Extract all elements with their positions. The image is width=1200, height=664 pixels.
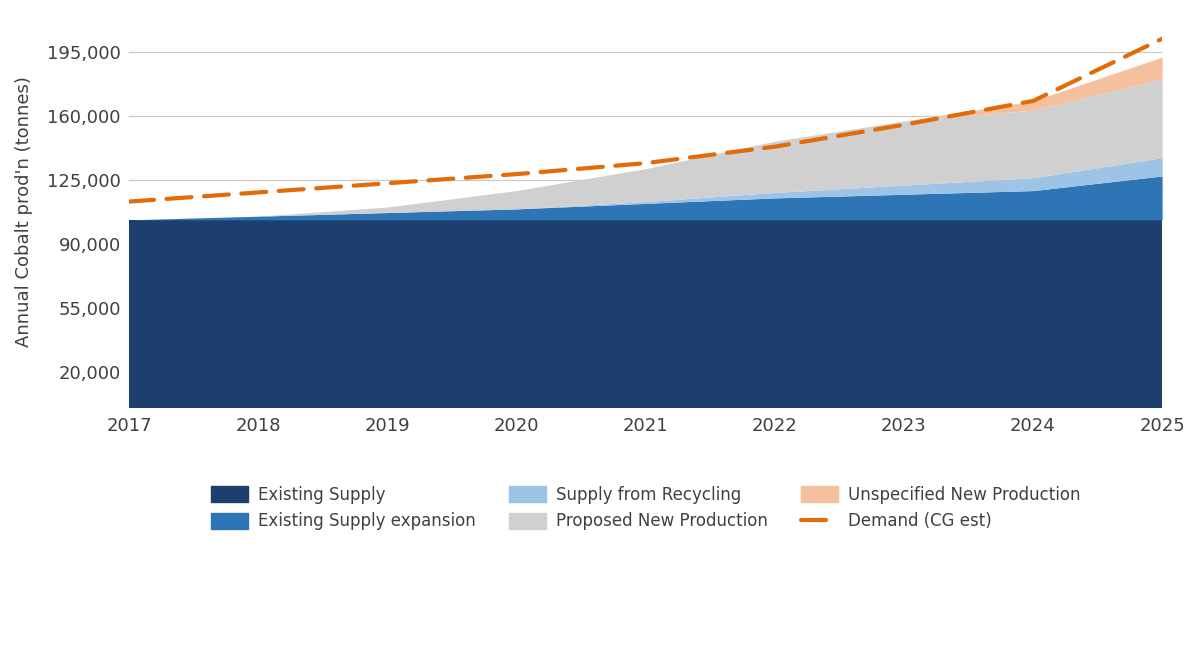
Legend: Existing Supply, Existing Supply expansion, Supply from Recycling, Proposed New : Existing Supply, Existing Supply expansi… (204, 479, 1087, 537)
Y-axis label: Annual Cobalt prod'n (tonnes): Annual Cobalt prod'n (tonnes) (16, 76, 34, 347)
